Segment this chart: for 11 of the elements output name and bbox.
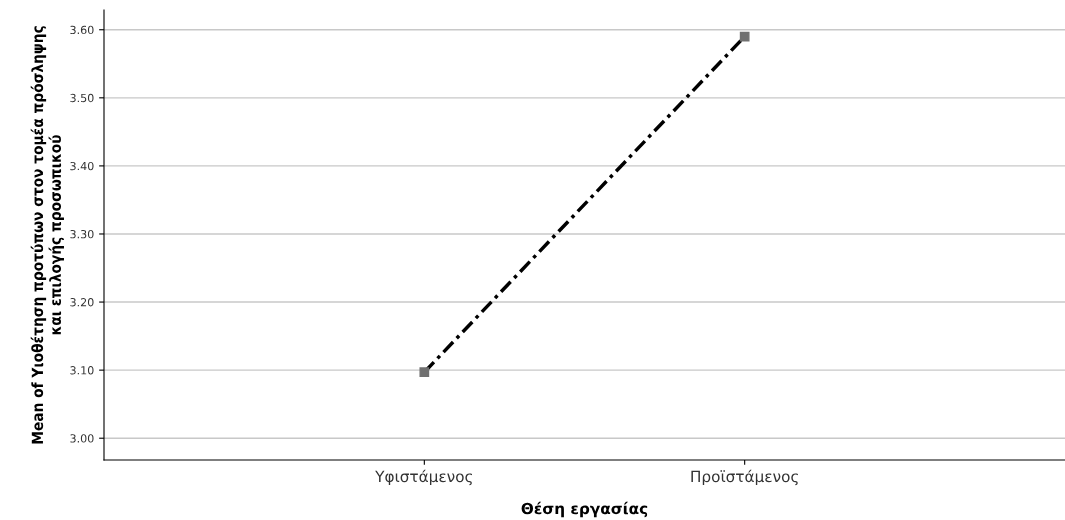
x-tick-label: Προϊστάμενος bbox=[691, 469, 798, 486]
y-tick-label: 3.00 bbox=[70, 434, 94, 443]
y-axis-title: Mean of Υιοθέτηση προτύπων στον τομέα πρόσληψης και επιλογής προσωπικού bbox=[30, 26, 64, 444]
y-tick-label: 3.30 bbox=[70, 229, 94, 239]
y-tick-label: 3.60 bbox=[70, 25, 94, 35]
y-tick-label: 3.40 bbox=[70, 161, 94, 171]
x-axis-title: Θέση εργασίας bbox=[521, 501, 648, 518]
x-tick-label: Υφιστάμενος bbox=[375, 469, 472, 486]
y-tick-label: 3.10 bbox=[70, 366, 94, 375]
y-tick-label: 3.20 bbox=[70, 298, 94, 307]
y-tick-label: 3.50 bbox=[70, 93, 94, 103]
